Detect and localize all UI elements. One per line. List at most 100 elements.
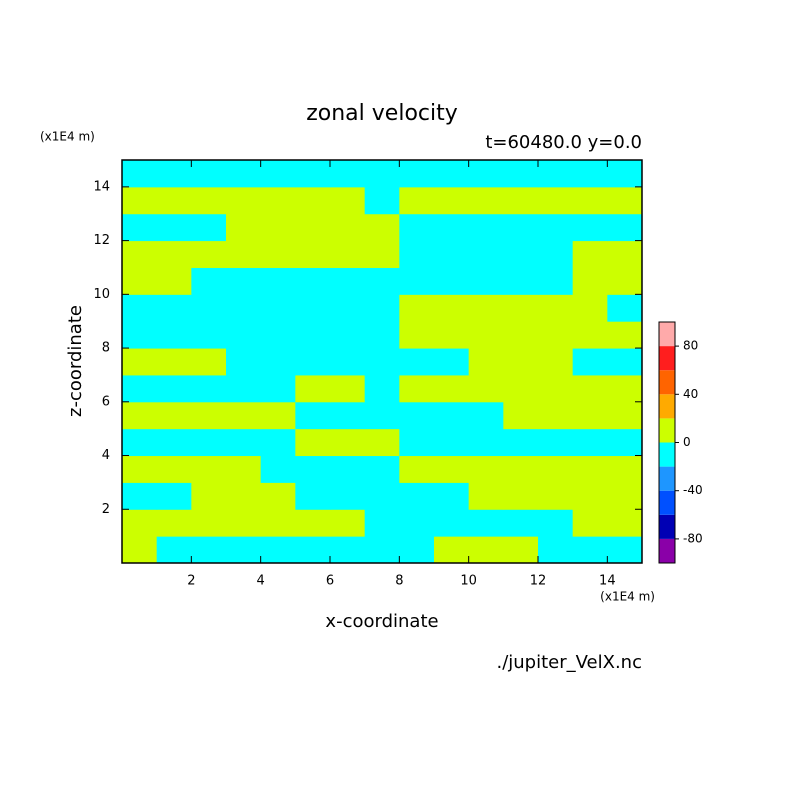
contour-cell [468,321,504,349]
contour-cell [503,267,539,295]
contour-cell [399,160,435,188]
contour-cell [607,348,643,376]
contour-cell [572,482,608,510]
contour-cell [226,240,262,268]
contour-cell [191,455,227,483]
contour-cell [399,401,435,430]
contour-cell [434,348,470,376]
contour-cell [607,321,643,349]
contour-cell [260,267,296,295]
contour-cell [295,482,331,510]
contour-cell [607,160,643,188]
contour-cell [538,160,574,188]
contour-cell [330,428,366,457]
contour-cell [295,348,331,376]
contour-cell [572,428,608,457]
contour-cell [122,267,158,295]
contour-cell [399,240,435,268]
contour-cell [260,160,296,188]
contour-cell [399,428,435,457]
contour-cell [434,240,470,268]
contour-cell [538,455,574,483]
contour-cell [122,509,158,537]
x-axis-label: x-coordinate [325,611,438,632]
contour-cell [538,213,574,242]
contour-cell [434,160,470,188]
contour-cell [468,401,504,430]
contour-cell [399,213,435,242]
contour-cell [399,455,435,483]
colorbar-box [659,538,675,563]
contour-cell [260,186,296,215]
contour-cell [156,240,192,268]
contour-cell [156,536,192,564]
contour-cell [122,348,158,376]
x-tick-label: 14 [599,574,616,589]
contour-cell [295,267,331,295]
contour-cell [468,509,504,537]
contour-cell [503,294,539,322]
colorbar-box [659,346,675,371]
contour-cell [468,482,504,510]
contour-cell [364,482,400,510]
x-tick-label: 4 [257,574,265,589]
contour-cell [434,536,470,564]
contour-cell [538,294,574,322]
contour-cell [364,213,400,242]
contour-cell [503,374,539,403]
contour-cell [156,294,192,322]
contour-cell [364,321,400,349]
contour-cell [503,186,539,215]
contour-cell [538,348,574,376]
contour-cell [434,294,470,322]
contour-cell [538,401,574,430]
colorbar-tick-label: 0 [683,435,691,449]
contour-cell [572,321,608,349]
contour-cell [434,455,470,483]
colorbar-box [659,370,675,395]
contour-cell [468,267,504,295]
contour-cell [330,240,366,268]
contour-cell [607,294,643,322]
y-tick-label: 8 [102,341,110,356]
contour-cell [226,213,262,242]
contour-cell [468,374,504,403]
contour-cell [156,374,192,403]
contour-cell [122,160,158,188]
contour-cell [572,294,608,322]
contour-cell [503,536,539,564]
contour-cell [607,240,643,268]
contour-cell [156,186,192,215]
contour-cell [607,374,643,403]
contour-cell [607,482,643,510]
contour-cell [468,160,504,188]
contour-cell [260,482,296,510]
colorbar-tick-label: -40 [683,483,703,497]
colorbar-box [659,442,675,467]
contour-cell [191,536,227,564]
colorbar-box [659,394,675,419]
contour-cell [156,401,192,430]
contour-cell [468,536,504,564]
contour-cell [191,267,227,295]
contour-cell [122,455,158,483]
contour-cell [468,294,504,322]
contour-cell [364,240,400,268]
contour-cell [156,160,192,188]
contour-cell [226,294,262,322]
contour-cell [226,509,262,537]
contour-cell [538,428,574,457]
contour-cell [607,213,643,242]
contour-cell [399,482,435,510]
contour-cell [330,455,366,483]
contour-cell [572,455,608,483]
contour-cell [434,482,470,510]
contour-cell [364,536,400,564]
contour-cell [156,213,192,242]
contour-cell [295,428,331,457]
contour-cell [295,213,331,242]
chart-title: zonal velocity [306,101,458,126]
colorbar-tick-label: 40 [683,387,698,401]
